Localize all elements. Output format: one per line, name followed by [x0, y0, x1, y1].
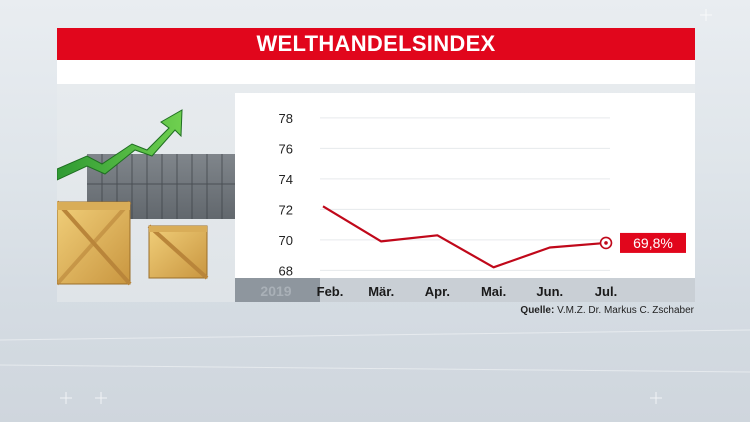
- y-tick-label: 70: [279, 233, 293, 248]
- x-tick-label: Jul.: [595, 284, 617, 299]
- y-tick-label: 76: [279, 141, 293, 156]
- x-tick-label: Mär.: [368, 284, 394, 299]
- title-spacer: [57, 60, 695, 84]
- y-tick-labels: 78 76 74 72 70 68: [279, 111, 293, 279]
- series-polyline: [322, 205, 607, 269]
- source-label: Quelle:: [520, 305, 555, 316]
- series-line: [322, 205, 607, 269]
- x-tick-label: Feb.: [317, 284, 344, 299]
- large-crate-icon: [57, 200, 132, 286]
- x-tick-label: Apr.: [425, 284, 450, 299]
- value-badge-text: 69,8%: [633, 235, 673, 251]
- end-marker-dot: [604, 241, 608, 245]
- year-box: [235, 278, 320, 302]
- x-tick-labels: Feb. Mär. Apr. Mai. Jun. Jul.: [317, 284, 618, 299]
- y-tick-label: 68: [279, 263, 293, 278]
- source-note: Quelle: V.M.Z. Dr. Markus C. Zschaber: [520, 305, 694, 316]
- grid-lines: [320, 117, 610, 271]
- end-value-label: 69,8%: [599, 232, 686, 253]
- green-arrow-icon: [57, 109, 183, 181]
- small-crate-icon: [147, 224, 209, 280]
- trade-illustration: [57, 109, 235, 286]
- y-tick-label: 74: [279, 172, 293, 187]
- chart-title: WELTHANDELSINDEX: [57, 28, 695, 60]
- y-tick-label: 78: [279, 111, 293, 126]
- x-tick-label: Mai.: [481, 284, 506, 299]
- source-text: V.M.Z. Dr. Markus C. Zschaber: [557, 305, 694, 316]
- value-badge: [620, 232, 686, 253]
- y-tick-label: 72: [279, 202, 293, 217]
- x-tick-label: Jun.: [536, 284, 563, 299]
- year-label: 2019: [260, 283, 291, 299]
- plot-area: [235, 93, 695, 278]
